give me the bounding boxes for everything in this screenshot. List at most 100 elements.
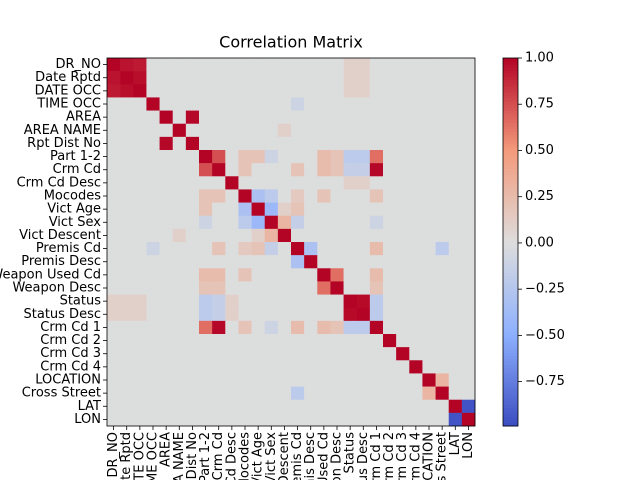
heatmap-cell	[383, 373, 397, 387]
heatmap-cell	[448, 255, 463, 269]
heatmap-cell	[383, 386, 397, 401]
y-tick-label: Part 1-2	[50, 149, 101, 164]
heatmap-cell	[146, 123, 160, 138]
heatmap-cell	[461, 163, 476, 177]
heatmap-cell	[383, 136, 397, 151]
heatmap-cell	[369, 399, 384, 414]
heatmap-cell	[225, 386, 239, 401]
heatmap-cell	[264, 189, 279, 203]
heatmap-cell	[369, 215, 384, 230]
heatmap-cell	[120, 202, 134, 217]
heatmap-cell	[264, 163, 279, 177]
heatmap-cell	[120, 242, 134, 256]
heatmap-cell	[185, 320, 200, 335]
heatmap-cell	[120, 136, 134, 151]
heatmap-cell	[343, 228, 358, 243]
heatmap-cell	[159, 136, 174, 151]
y-tick-label: Crm Cd 3	[40, 346, 101, 361]
y-tick-label: Status Desc	[24, 307, 102, 322]
heatmap-cell	[107, 150, 121, 164]
heatmap-cell	[396, 255, 410, 269]
heatmap-cell	[133, 334, 147, 348]
heatmap-cell	[317, 373, 331, 387]
heatmap-cell	[330, 386, 344, 401]
heatmap-cell	[396, 136, 410, 151]
heatmap-cell	[146, 189, 160, 203]
heatmap-cell	[409, 281, 423, 295]
heatmap-cell	[251, 307, 266, 322]
heatmap-cell	[107, 268, 121, 282]
heatmap-cell	[277, 71, 292, 85]
colorbar-band	[503, 278, 518, 283]
heatmap-cell	[159, 412, 174, 427]
heatmap-cell	[172, 163, 187, 177]
heatmap-cell	[185, 242, 200, 256]
heatmap-cell	[330, 97, 344, 111]
heatmap-cell	[277, 228, 292, 243]
colorbar-band	[503, 269, 518, 274]
x-tick-label: Cross Street	[435, 432, 450, 480]
x-tick-label: Crm Cd 2	[382, 432, 397, 480]
heatmap-cell	[185, 97, 200, 111]
heatmap-cell	[330, 215, 344, 230]
heatmap-cell	[343, 202, 358, 217]
heatmap-cell	[343, 294, 358, 309]
heatmap-cell	[146, 294, 160, 309]
heatmap-cell	[277, 163, 292, 177]
heatmap-cell	[369, 242, 384, 256]
heatmap-cell	[133, 386, 147, 401]
heatmap-cell	[120, 215, 134, 230]
heatmap-cell	[422, 294, 436, 309]
heatmap-cell	[422, 242, 436, 256]
heatmap-cell	[409, 71, 423, 85]
heatmap-cell	[317, 294, 331, 309]
heatmap-cell	[146, 84, 160, 98]
heatmap-cell	[238, 347, 252, 361]
heatmap-cell	[212, 163, 226, 177]
heatmap-cell	[422, 215, 436, 230]
heatmap-cell	[356, 281, 371, 295]
y-tick-label: LOCATION	[35, 373, 101, 388]
heatmap-cell	[317, 58, 331, 72]
y-tick-label: Premis Cd	[36, 241, 101, 256]
heatmap-cell	[120, 386, 134, 401]
heatmap-cell	[343, 110, 358, 125]
colorbar-band	[503, 140, 518, 145]
heatmap-cell	[317, 347, 331, 361]
heatmap-cell	[159, 268, 174, 282]
heatmap-cell	[251, 347, 266, 361]
heatmap-cell	[251, 281, 266, 295]
colorbar-band	[503, 422, 518, 427]
colorbar-band	[503, 61, 518, 65]
heatmap-cell	[212, 136, 226, 151]
heatmap-cell	[317, 360, 331, 374]
heatmap-cell	[277, 268, 292, 282]
colorbar-band	[503, 192, 518, 197]
heatmap-cell	[212, 386, 226, 401]
y-tick-label: Premis Desc	[21, 254, 101, 269]
heatmap-cell	[225, 255, 239, 269]
y-tick-label: Vict Descent	[19, 228, 101, 243]
heatmap-cell	[212, 215, 226, 230]
colorbar-frame	[502, 57, 519, 427]
heatmap-cell	[264, 215, 279, 230]
heatmap-cell	[422, 412, 436, 427]
heatmap-cell	[317, 71, 331, 85]
heatmap-cell	[422, 281, 436, 295]
heatmap-cell	[238, 386, 252, 401]
heatmap-cell	[212, 176, 226, 190]
colorbar-band	[503, 318, 518, 323]
heatmap-cell	[343, 334, 358, 348]
heatmap-cell	[251, 123, 266, 138]
heatmap-cell	[291, 412, 305, 427]
heatmap-cell	[343, 189, 358, 203]
heatmap-cell	[212, 189, 226, 203]
heatmap-cell	[133, 268, 147, 282]
colorbar-band	[503, 275, 518, 280]
heatmap-cell	[291, 136, 305, 151]
heatmap-cell	[383, 347, 397, 361]
x-tick-label: Status Desc	[356, 432, 371, 480]
heatmap-cell	[435, 228, 450, 243]
heatmap-cell	[225, 163, 239, 177]
colorbar-tick-label: 0.50	[525, 143, 554, 158]
